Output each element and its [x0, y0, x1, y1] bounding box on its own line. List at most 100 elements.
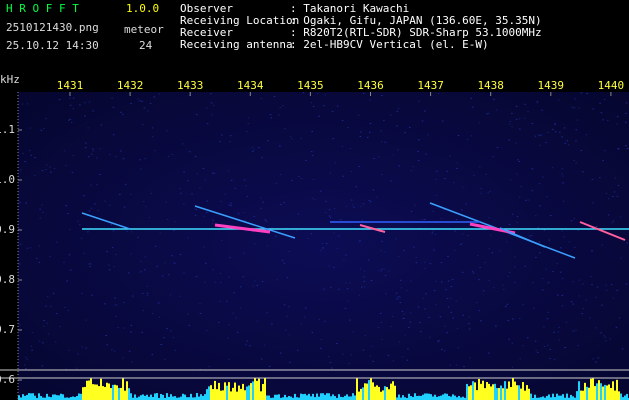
noise-dot: [130, 253, 132, 255]
noise-dot: [515, 105, 518, 107]
noise-dot: [373, 157, 375, 159]
noise-dot: [196, 173, 199, 175]
noise-dot: [68, 119, 70, 121]
level-bar: [72, 396, 74, 400]
noise-dot: [607, 198, 610, 200]
noise-dot: [487, 192, 489, 194]
noise-dot: [570, 301, 573, 303]
level-bar: [554, 397, 556, 400]
noise-dot: [206, 330, 208, 332]
noise-dot: [140, 168, 142, 170]
level-bar: [206, 389, 208, 400]
info-label: Receiving antenna: [180, 38, 293, 51]
noise-dot: [377, 156, 380, 158]
noise-dot: [553, 359, 556, 361]
noise-dot: [369, 122, 372, 124]
noise-dot: [517, 159, 519, 161]
noise-dot: [251, 147, 254, 149]
noise-dot: [536, 102, 539, 104]
level-bar: [418, 395, 420, 400]
noise-dot: [202, 167, 205, 169]
app-name: H R O F F T: [6, 2, 79, 15]
noise-dot: [434, 233, 437, 235]
noise-dot: [473, 174, 475, 176]
noise-dot: [615, 326, 618, 328]
level-bar: [510, 386, 512, 400]
noise-dot: [115, 156, 117, 158]
noise-dot: [605, 192, 608, 194]
noise-dot: [591, 250, 593, 252]
noise-dot: [39, 217, 41, 219]
noise-dot: [92, 110, 94, 112]
noise-dot: [342, 175, 345, 177]
noise-dot: [310, 151, 313, 153]
noise-dot: [329, 172, 332, 174]
level-bar: [484, 388, 486, 400]
noise-dot: [210, 93, 212, 95]
noise-dot: [432, 210, 434, 212]
noise-dot: [336, 248, 339, 250]
noise-dot: [43, 320, 45, 322]
level-bar: [298, 397, 300, 400]
noise-dot: [503, 288, 505, 290]
noise-dot: [188, 151, 191, 153]
noise-dot: [191, 193, 193, 195]
noise-dot: [395, 238, 398, 240]
level-bar: [210, 385, 212, 400]
level-bar: [304, 393, 306, 400]
trace: [579, 221, 626, 241]
noise-dot: [396, 125, 398, 127]
level-bar: [160, 393, 162, 400]
noise-dot: [575, 162, 577, 164]
noise-dot: [383, 268, 386, 270]
noise-dot: [363, 286, 366, 288]
noise-dot: [180, 192, 182, 194]
noise-dot: [446, 170, 448, 172]
noise-dot: [541, 109, 543, 111]
noise-dot: [186, 237, 189, 239]
noise-dot: [104, 200, 106, 202]
noise-dot: [70, 269, 72, 271]
noise-dot: [383, 119, 385, 121]
level-bar: [300, 393, 302, 400]
noise-dot: [262, 201, 264, 203]
noise-dot: [339, 219, 342, 221]
level-bar: [46, 393, 48, 400]
noise-dot: [617, 185, 620, 187]
noise-dot: [334, 162, 336, 164]
noise-dot: [449, 297, 452, 299]
noise-dot: [403, 313, 406, 315]
noise-dot: [311, 332, 314, 334]
noise-dot: [479, 166, 481, 168]
noise-dot: [84, 115, 86, 117]
noise-dot: [81, 346, 84, 348]
noise-dot: [507, 320, 510, 322]
noise-dot: [582, 308, 585, 310]
noise-dot: [480, 192, 483, 194]
level-bar: [442, 394, 444, 400]
noise-dot: [509, 179, 512, 181]
level-bar: [336, 397, 338, 400]
noise-dot: [456, 167, 458, 169]
noise-dot: [609, 338, 611, 340]
noise-dot: [156, 265, 158, 267]
noise-dot: [616, 116, 619, 118]
noise-dot: [380, 250, 382, 252]
noise-dot: [595, 226, 598, 228]
noise-dot: [435, 194, 438, 196]
noise-dot: [421, 219, 424, 221]
noise-dot: [199, 187, 201, 189]
noise-dot: [457, 347, 460, 349]
noise-dot: [38, 245, 41, 247]
noise-dot: [327, 356, 330, 358]
noise-dot: [607, 214, 610, 216]
noise-dot: [69, 269, 72, 271]
noise-dot: [80, 237, 83, 239]
level-bar: [624, 395, 626, 400]
noise-dot: [567, 144, 570, 146]
level-bar: [288, 395, 290, 400]
noise-dot: [213, 172, 216, 174]
noise-dot: [548, 239, 551, 241]
noise-dot: [139, 100, 141, 102]
level-bar: [602, 386, 604, 400]
